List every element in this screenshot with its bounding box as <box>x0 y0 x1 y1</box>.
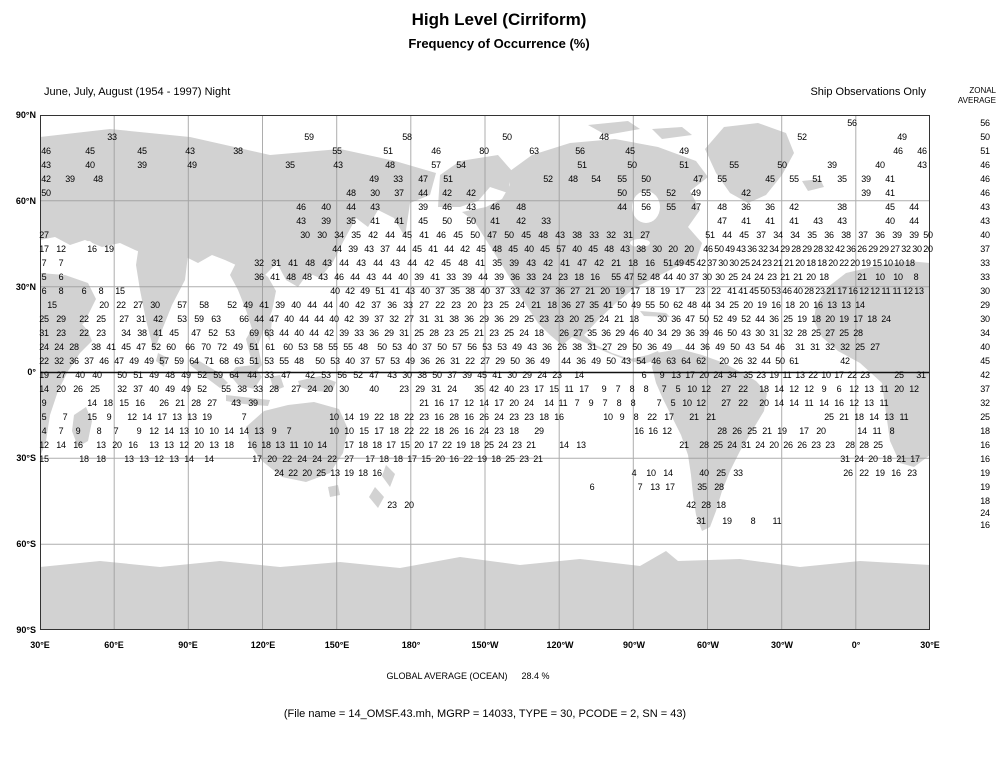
zonal-average-value: 43 <box>980 202 990 212</box>
zonal-average-value: 37 <box>980 384 990 394</box>
land-tasmania <box>328 485 340 497</box>
land-greenland <box>705 123 794 203</box>
zonal-average-value: 40 <box>980 342 990 352</box>
water-black-sea <box>42 244 62 254</box>
land-new-guinea <box>298 376 336 392</box>
zonal-average-value: 46 <box>980 188 990 198</box>
world-map-svg <box>40 115 930 630</box>
longitude-label: 30°E <box>920 640 940 650</box>
longitude-label: 150°W <box>471 640 499 650</box>
zonal-average-value: 30 <box>980 314 990 324</box>
zonal-average-header: ZONAL AVERAGE <box>958 86 996 106</box>
page-subtitle: Frequency of Occurrence (%) <box>408 36 590 51</box>
longitude-label: 30°E <box>30 640 50 650</box>
latitude-label: 0° <box>27 367 36 377</box>
source-label: Ship Observations Only <box>810 86 926 98</box>
land-arctic-island-2 <box>652 127 692 139</box>
longitude-label: 0° <box>851 640 861 650</box>
longitude-label: 90°W <box>622 640 646 650</box>
zonal-header-line2: AVERAGE <box>957 96 996 105</box>
latitude-label: 90°N <box>15 110 36 120</box>
longitude-label: 60°W <box>696 640 720 650</box>
zonal-average-value: 51 <box>980 146 990 156</box>
zonal-average-value: 19 <box>980 482 990 492</box>
land-korea <box>276 245 288 273</box>
land-india <box>136 243 188 351</box>
longitude-label: 90°E <box>178 640 198 650</box>
land-iceland <box>802 179 824 191</box>
zonal-header-line1: ZONAL <box>969 86 996 95</box>
land-south-america <box>652 349 767 531</box>
global-average: GLOBAL AVERAGE (OCEAN) 28.4 % <box>386 671 549 681</box>
land-malay <box>246 329 262 371</box>
latitude-label: 60°N <box>15 196 36 206</box>
zonal-average-value: 34 <box>980 328 990 338</box>
land-borneo <box>230 365 262 389</box>
land-new-zealand-south <box>369 487 384 508</box>
land-new-zealand-north <box>382 465 395 487</box>
land-philippines <box>262 309 272 341</box>
land-africa-west <box>814 261 930 467</box>
zonal-average-value: 19 <box>980 468 990 478</box>
zonal-average-value: 45 <box>980 356 990 366</box>
longitude-label: 150°E <box>324 640 350 650</box>
zonal-average-value: 56 <box>980 118 990 128</box>
land-australia <box>246 402 348 482</box>
longitude-label: 180° <box>401 640 421 650</box>
zonal-average-value: 46 <box>980 160 990 170</box>
zonal-average-value: 29 <box>980 300 990 310</box>
zonal-average-value: 16 <box>980 520 990 530</box>
water-shapes <box>42 191 660 269</box>
zonal-average-value: 16 <box>980 454 990 464</box>
water-hudson-bay <box>632 191 660 223</box>
zonal-average-value: 33 <box>980 272 990 282</box>
zonal-average-value: 16 <box>980 440 990 450</box>
land-madagascar <box>72 407 92 447</box>
world-map <box>40 115 930 630</box>
zonal-average-value: 30 <box>980 286 990 296</box>
zonal-average-value: 18 <box>980 496 990 506</box>
water-great-lakes <box>630 239 650 247</box>
longitude-label: 60°E <box>104 640 124 650</box>
zonal-average-value: 18 <box>980 426 990 436</box>
land-eurasia <box>40 129 436 287</box>
land-africa-east <box>40 277 92 457</box>
zonal-average-value: 40 <box>980 230 990 240</box>
land-alaska <box>438 155 512 207</box>
zonal-average-value: 42 <box>980 370 990 380</box>
zonal-average-value: 32 <box>980 398 990 408</box>
land-java <box>226 395 270 406</box>
land-sumatra <box>190 359 228 388</box>
map-border <box>40 115 930 630</box>
zonal-average-value: 24 <box>980 508 990 518</box>
longitude-label: 30°W <box>770 640 794 650</box>
zonal-average-value: 50 <box>980 132 990 142</box>
season-label: June, July, August (1954 - 1997) Night <box>44 86 231 98</box>
latitude-label: 30°N <box>15 282 36 292</box>
global-average-label: GLOBAL AVERAGE (OCEAN) <box>386 671 508 681</box>
zonal-average-value: 37 <box>980 244 990 254</box>
land-sulawesi <box>270 375 284 391</box>
land-arctic-island-1 <box>588 121 640 135</box>
land-cuba <box>640 311 670 317</box>
latitude-label: 90°S <box>16 625 36 635</box>
zonal-average-value: 25 <box>980 412 990 422</box>
zonal-average-value: 46 <box>980 174 990 184</box>
land-sri-lanka <box>156 353 166 367</box>
water-caspian-sea <box>83 241 95 269</box>
longitude-label: 120°E <box>250 640 276 650</box>
zonal-average-value: 33 <box>980 258 990 268</box>
latitude-label: 30°S <box>16 453 36 463</box>
zonal-average-value: 43 <box>980 216 990 226</box>
land-japan <box>299 251 312 278</box>
global-average-value: 28.4 % <box>521 671 550 681</box>
page-title: High Level (Cirriform) <box>411 10 587 29</box>
longitude-label: 120°W <box>546 640 574 650</box>
file-info: (File name = 14_OMSF.43.mh, MGRP = 14033… <box>283 708 687 720</box>
latitude-label: 60°S <box>16 539 36 549</box>
